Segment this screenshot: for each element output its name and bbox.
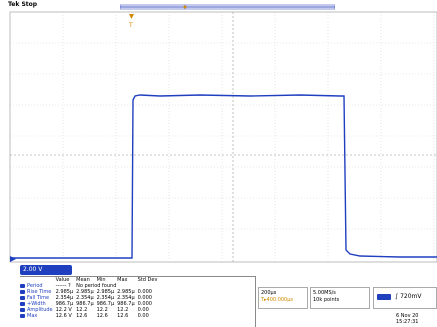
measurement-min: 12.2: [96, 307, 108, 313]
table-row[interactable]: Rise Time 2.985µ 2.985µ 2.985µ 2.985µ 0.…: [20, 289, 160, 295]
measurement-mean: 986.7µ: [76, 301, 94, 307]
measurement-min: 986.7µ: [96, 301, 115, 307]
record-position-bar[interactable]: [120, 4, 335, 10]
measurement-name: +Width: [27, 301, 46, 307]
measurement-value: 986.7µ: [55, 301, 74, 307]
measurement-name: Fall Time: [27, 295, 50, 301]
measurement-min: 2.354µ: [96, 295, 115, 301]
channel-swatch-icon: [20, 295, 25, 300]
header-cell: Mean: [76, 277, 90, 283]
trigger-source-badge: [377, 293, 391, 300]
sample-rate: 5.00MS/s: [313, 290, 336, 296]
record-bar-window: [120, 4, 335, 10]
time: 15:27:31: [396, 319, 419, 325]
trigger-slope-icon: ∫: [395, 293, 399, 300]
channel-1-waveform: [12, 94, 437, 259]
measurements-panel: Value Mean Min Max Std Dev Period ------…: [20, 276, 256, 327]
acquisition-status: Tek Stop: [8, 1, 38, 8]
measurement-mean: 12.6: [76, 313, 88, 319]
channel-swatch-icon: [20, 313, 25, 318]
channel-1-scale-badge[interactable]: 2.00 V: [20, 265, 72, 275]
header-cell: Max: [117, 277, 128, 283]
channel-1-ground-marker: [10, 256, 16, 262]
measurement-mean: 2.354µ: [76, 295, 94, 301]
measurement-max: 12.6: [117, 313, 129, 319]
table-row[interactable]: +Width 986.7µ 986.7µ 986.7µ 986.7µ 0.000: [20, 301, 160, 307]
channel-1-scale: 2.00 V: [23, 266, 43, 273]
horizontal-timebase-readout[interactable]: 200µs T▸400.000µs: [258, 287, 308, 309]
measurement-min: 2.985µ: [96, 289, 115, 295]
measurement-value: 12.6 V: [55, 313, 72, 319]
channel-swatch-icon: [20, 289, 25, 294]
measurement-stddev: 0.000: [137, 301, 152, 307]
measurement-max: 986.7µ: [117, 301, 135, 307]
measurement-mean: 2.985µ: [76, 289, 94, 295]
acquisition-readout[interactable]: 5.00MS/s 10k points: [310, 287, 370, 309]
measurement-value: ------ ?: [55, 283, 71, 289]
table-row[interactable]: Fall Time 2.354µ 2.354µ 2.354µ 2.354µ 0.…: [20, 295, 160, 301]
measurement-min: 12.6: [96, 313, 108, 319]
measurement-name: Max: [27, 313, 38, 319]
date: 6 Nov 20: [396, 313, 419, 319]
measurement-max: 2.354µ: [117, 295, 135, 301]
timebase-scale: 200µs: [261, 290, 277, 296]
header-cell: Value: [55, 277, 70, 283]
table-row[interactable]: Max 12.6 V 12.6 12.6 12.6 0.00: [20, 313, 160, 319]
trigger-position-marker: [129, 14, 134, 19]
measurement-name: Period: [27, 283, 43, 289]
trigger-readout[interactable]: ∫ 720mV: [373, 287, 437, 309]
trigger-level: 720mV: [400, 293, 422, 300]
measurement-value: 2.985µ: [55, 289, 74, 295]
header-cell: Min: [96, 277, 106, 283]
timebase-position: T▸400.000µs: [261, 297, 294, 303]
channel-swatch-icon: [20, 307, 25, 312]
measurement-stddev: 0.00: [137, 307, 149, 313]
table-row[interactable]: Amplitude 12.2 V 12.2 12.2 12.2 0.00: [20, 307, 160, 313]
measurement-max: 2.985µ: [117, 289, 135, 295]
record-length: 10k points: [313, 297, 340, 303]
date-time-display: 6 Nov 20 15:27:31: [396, 313, 418, 325]
channel-swatch-icon: [20, 301, 25, 306]
graticule-border: [9, 11, 437, 263]
measurement-value: 12.2 V: [55, 307, 72, 313]
measurement-value: 2.354µ: [55, 295, 74, 301]
measurement-mean: No period found: [76, 283, 117, 289]
channel-swatch-icon: [20, 283, 25, 288]
measurement-stddev: 0.000: [137, 289, 152, 295]
measurement-stddev: 0.00: [137, 313, 149, 319]
measurements-header-row: Value Mean Min Max Std Dev: [20, 277, 160, 283]
measurement-max: 12.2: [117, 307, 129, 313]
header-cell: Std Dev: [137, 277, 158, 283]
measurement-name: Rise Time: [27, 289, 52, 295]
graticule-grid: [10, 12, 437, 262]
record-bar-marker: [183, 5, 187, 9]
measurement-name: Amplitude: [27, 307, 53, 313]
measurement-stddev: 0.000: [137, 295, 152, 301]
measurement-mean: 12.2: [76, 307, 88, 313]
trigger-position-label: T: [128, 22, 133, 29]
table-row[interactable]: Period ------ ? No period found: [20, 283, 160, 289]
measurements-table: Value Mean Min Max Std Dev Period ------…: [20, 277, 160, 319]
